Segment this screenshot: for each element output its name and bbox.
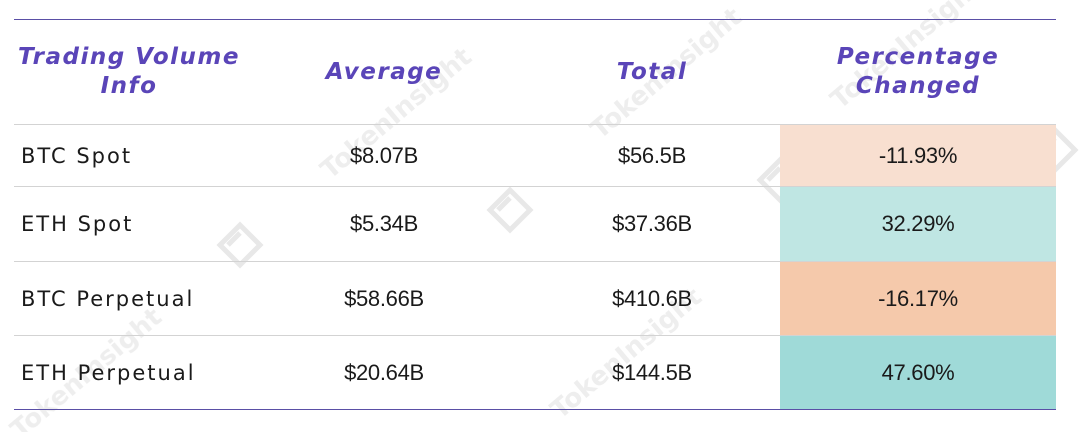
- row-total: $410.6B: [612, 285, 692, 311]
- header-row: Trading Volume Info Average Total Percen…: [14, 19, 1056, 125]
- row-average: $58.66B: [344, 285, 424, 311]
- table-row: ETH Perpetual $20.64B $144.5B 47.60%: [14, 335, 1056, 410]
- header-average: Average: [244, 19, 524, 125]
- row-change: 47.60%: [780, 335, 1056, 410]
- header-percentage-changed: Percentage Changed: [780, 19, 1056, 125]
- row-change: -11.93%: [780, 124, 1056, 187]
- header-total: Total: [524, 19, 780, 125]
- header-line: Info: [100, 73, 158, 99]
- row-name: ETH Spot: [21, 212, 134, 236]
- header-line: Trading Volume: [18, 44, 240, 70]
- header-line: Percentage: [836, 44, 1000, 70]
- table-row: BTC Perpetual $58.66B $410.6B -16.17%: [14, 261, 1056, 336]
- table-row: BTC Spot $8.07B $56.5B -11.93%: [14, 124, 1056, 187]
- row-name: BTC Spot: [21, 143, 133, 168]
- row-total: $37.36B: [612, 211, 692, 236]
- trading-volume-table-container: Trading Volume Info Average Total Percen…: [14, 19, 1056, 410]
- row-average: $8.07B: [350, 142, 418, 168]
- table-header: Trading Volume Info Average Total Percen…: [14, 19, 1056, 125]
- row-average: $5.34B: [350, 211, 418, 236]
- table-row: ETH Spot $5.34B $37.36B 32.29%: [14, 186, 1056, 262]
- header-trading-volume-info: Trading Volume Info: [14, 19, 244, 125]
- row-total: $144.5B: [612, 359, 692, 385]
- row-average: $20.64B: [344, 359, 424, 385]
- row-change: -16.17%: [780, 261, 1056, 336]
- header-line: Changed: [855, 73, 981, 99]
- row-change: 32.29%: [780, 186, 1056, 262]
- row-total: $56.5B: [618, 142, 686, 168]
- row-name: ETH Perpetual: [21, 360, 196, 385]
- trading-volume-table: Trading Volume Info Average Total Percen…: [14, 19, 1056, 410]
- table-body: BTC Spot $8.07B $56.5B -11.93% ETH Spot …: [14, 124, 1056, 410]
- row-name: BTC Perpetual: [21, 286, 195, 311]
